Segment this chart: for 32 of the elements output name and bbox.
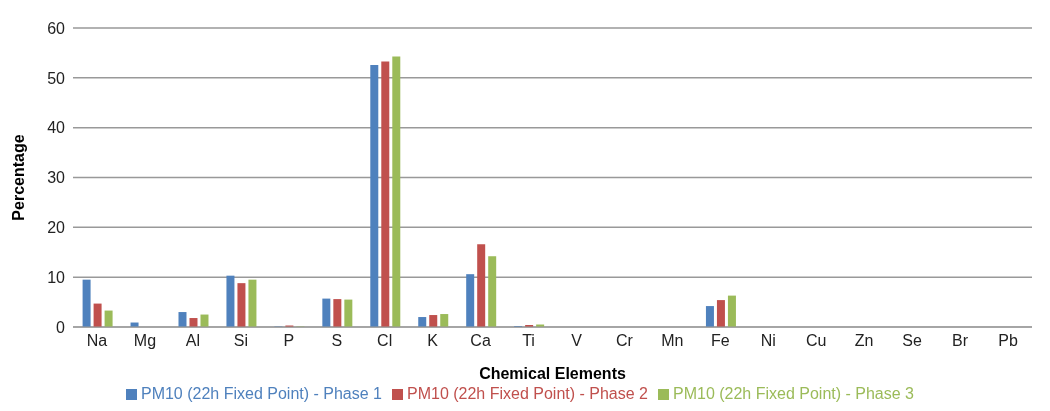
x-tick-label: Cu (806, 332, 827, 350)
x-tick-label: Pb (998, 332, 1018, 350)
y-tick-label: 40 (47, 119, 66, 137)
y-tick-label: 60 (47, 19, 66, 37)
x-tick-label: Si (233, 332, 248, 350)
x-tick-label: Zn (854, 332, 874, 350)
y-tick-label: 20 (47, 219, 66, 237)
x-tick-label: Na (86, 332, 108, 350)
legend-label: PM10 (22h Fixed Point) - Phase 2 (406, 385, 648, 402)
x-tick-label: Ni (760, 332, 776, 350)
x-tick-label: Se (902, 332, 923, 350)
x-tick-label: Ca (470, 332, 491, 350)
x-tick-label: Fe (710, 332, 730, 350)
y-tick-label: 30 (47, 169, 66, 187)
x-tick-label: Ti (522, 332, 535, 350)
x-axis-title: Chemical Elements (479, 365, 626, 382)
x-tick-label: V (571, 332, 583, 350)
legend-label: PM10 (22h Fixed Point) - Phase 3 (673, 385, 915, 402)
x-tick-label: K (427, 332, 439, 350)
y-axis-title: Percentage (9, 134, 27, 221)
y-tick-label: 0 (56, 318, 66, 336)
x-tick-label: Cr (615, 332, 634, 350)
legend-label: PM10 (22h Fixed Point) - Phase 1 (140, 385, 382, 402)
x-tick-label: S (331, 332, 343, 350)
x-tick-label: Mn (661, 332, 684, 350)
y-tick-label: 50 (47, 69, 66, 87)
x-tick-label: P (283, 332, 295, 350)
x-tick-label: Mg (133, 332, 157, 350)
x-tick-label: Br (952, 332, 969, 350)
y-tick-label: 10 (47, 268, 66, 286)
x-tick-label: Al (185, 332, 200, 350)
x-tick-label: Cl (377, 332, 393, 350)
